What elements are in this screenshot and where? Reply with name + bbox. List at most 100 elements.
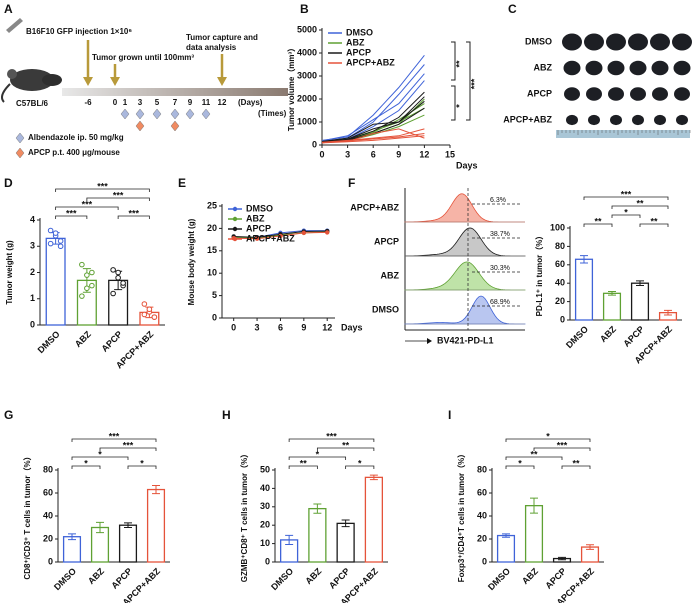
significance-label: * <box>454 104 464 108</box>
photo-row-label: ABZ <box>534 62 553 72</box>
syringe-icon <box>6 18 23 33</box>
day-label: 12 <box>218 98 227 107</box>
significance-label: ** <box>594 216 602 226</box>
significance-bracket <box>71 438 157 442</box>
y-tick-label: 0 <box>212 312 217 322</box>
dose-icon <box>152 108 162 120</box>
tumor <box>651 60 669 76</box>
day-label: 11 <box>202 98 211 107</box>
day-label: 7 <box>173 98 178 107</box>
significance-label: *** <box>82 199 93 209</box>
dose-icon <box>15 132 25 144</box>
schematic-legend: APCP p.t. 400 μg/mouse <box>28 148 120 157</box>
panel-label: D <box>4 176 13 190</box>
significance-bracket <box>639 223 669 227</box>
significance-label: *** <box>326 431 337 441</box>
significance-label: * <box>98 449 102 459</box>
bar <box>574 258 594 321</box>
data-point <box>57 238 64 244</box>
x-tick-label: 15 <box>445 149 455 159</box>
tumor <box>586 87 602 101</box>
y-tick-label: 40 <box>555 278 565 288</box>
dose-icon <box>120 108 130 120</box>
y-tick-label: 30 <box>260 501 270 511</box>
significance-bracket <box>71 456 129 460</box>
data-point <box>79 261 85 268</box>
flow-percent: 6.3% <box>490 197 506 204</box>
bar <box>118 524 138 563</box>
significance-bracket <box>127 465 157 469</box>
significance-bracket <box>55 206 119 210</box>
error-bar <box>68 533 76 541</box>
day-label: 1 <box>123 98 128 107</box>
y-tick-label: 3 <box>30 241 35 251</box>
significance-label: ** <box>572 458 580 468</box>
x-tick-label: 6 <box>371 149 376 159</box>
error-bar <box>369 474 378 481</box>
growth-text: Tumor grown until 100mm³ <box>92 53 194 62</box>
strain-text: C57BL/6 <box>16 99 49 108</box>
tumor <box>654 114 666 126</box>
x-tick-label: 3 <box>255 322 260 332</box>
tumor <box>628 33 648 51</box>
series-line <box>321 54 425 141</box>
error-bar <box>530 497 538 514</box>
y-tick-label: 20 <box>207 223 217 233</box>
x-tick-label: 12 <box>419 149 429 159</box>
y-axis-label: Mouse body weight (g) <box>187 218 196 305</box>
y-tick-label: 3000 <box>297 70 317 80</box>
y-tick-label: 2 <box>30 267 35 277</box>
x-tick-label: 12 <box>322 322 332 332</box>
ruler <box>556 130 690 138</box>
significance-bracket <box>466 41 471 121</box>
day-label: -6 <box>84 98 92 107</box>
y-tick-label: 0 <box>482 556 487 566</box>
x-tick-label: APCP <box>543 566 568 591</box>
y-tick-label: 5000 <box>297 24 317 34</box>
tumor <box>676 114 688 126</box>
day-label: 5 <box>155 98 160 107</box>
tumor <box>650 33 670 51</box>
x-tick-label: 0 <box>231 322 236 332</box>
y-tick-label: 80 <box>477 464 487 474</box>
bar <box>308 507 327 563</box>
significance-bracket <box>505 438 591 442</box>
arrow-head <box>110 77 120 86</box>
legend-marker <box>232 226 238 232</box>
y-tick-label: 1000 <box>297 116 317 126</box>
significance-label: *** <box>469 78 479 89</box>
bar <box>524 504 544 563</box>
panel-label: E <box>178 176 186 190</box>
significance-label: *** <box>123 440 134 450</box>
significance-bracket <box>611 205 669 209</box>
point <box>254 236 260 241</box>
x-tick-label: ABZ <box>598 324 619 345</box>
y-tick-label: 4000 <box>297 47 317 57</box>
error-bar <box>502 533 510 538</box>
tumor <box>562 33 582 51</box>
flow-percent: 38.7% <box>490 231 510 238</box>
legend-label: APCP+ABZ <box>346 57 395 67</box>
significance-bracket <box>345 465 375 469</box>
dose-icon <box>201 108 211 120</box>
histogram <box>404 193 525 223</box>
legend-marker <box>232 206 238 212</box>
significance-label: ** <box>650 216 658 226</box>
x-tick-label: APCP <box>99 329 124 354</box>
dose-icon <box>170 120 180 132</box>
significance-label: * <box>624 207 628 217</box>
y-tick-label: 20 <box>555 296 565 306</box>
flow-percent: 30.3% <box>490 265 510 272</box>
panel-label: F <box>348 176 355 190</box>
x-tick-label: 9 <box>301 322 306 332</box>
y-tick-label: 80 <box>43 464 53 474</box>
y-tick-label: 40 <box>260 483 270 493</box>
tumor <box>585 60 603 76</box>
significance-label: ** <box>342 440 350 450</box>
significance-bracket <box>316 447 375 451</box>
y-tick-label: 50 <box>260 464 270 474</box>
significance-bracket <box>99 447 157 451</box>
significance-label: * <box>518 458 522 468</box>
legend-label: DMSO <box>246 203 273 213</box>
tumor <box>630 87 646 101</box>
